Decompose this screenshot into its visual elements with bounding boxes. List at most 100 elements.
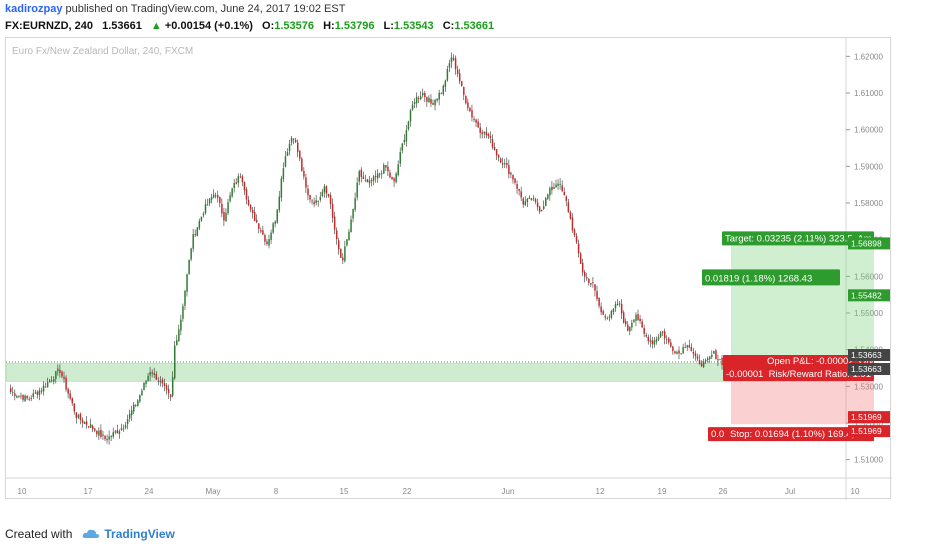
candle-body	[651, 340, 654, 345]
candle-body	[707, 358, 709, 360]
candle-body	[206, 204, 209, 206]
candle-body	[540, 210, 543, 212]
candle-body	[376, 173, 379, 179]
candle-body	[475, 119, 477, 123]
candle-body	[141, 390, 143, 396]
candle-body	[212, 194, 215, 198]
candle-body	[153, 373, 155, 375]
candle-body	[424, 92, 426, 98]
candle-body	[391, 177, 393, 180]
candle-body	[528, 197, 531, 199]
candle-body	[75, 412, 78, 418]
candle-body	[59, 369, 61, 374]
candle-body	[403, 139, 406, 143]
candle-body	[354, 198, 356, 210]
x-tick-label: 17	[84, 487, 93, 496]
candle-body	[198, 220, 201, 229]
x-tick-label: 12	[596, 487, 605, 496]
published-text: published on TradingView.com, June 24, 2…	[65, 3, 346, 15]
candle-body	[200, 216, 203, 221]
candle-body	[563, 192, 565, 196]
candle-body	[444, 80, 447, 87]
candle-body	[450, 57, 453, 63]
candle-body	[508, 165, 510, 175]
candle-body	[366, 179, 369, 183]
candle-body	[635, 314, 637, 321]
candle-body	[87, 426, 90, 428]
candle-body	[645, 334, 647, 337]
y-tick-label: 1.51000	[854, 456, 883, 465]
candle-body	[106, 439, 108, 441]
candle-body	[704, 359, 707, 362]
candle-body	[313, 201, 315, 205]
candle-body	[14, 393, 16, 397]
candle-body	[643, 327, 645, 334]
candle-body	[157, 380, 160, 382]
candle-body	[151, 372, 153, 374]
candle-body	[395, 173, 397, 183]
candle-body	[590, 283, 592, 285]
candle-body	[38, 390, 41, 396]
candle-body	[555, 184, 557, 188]
candle-body	[409, 110, 412, 122]
candle-body	[174, 345, 176, 379]
high-value: 1.53796	[334, 20, 375, 32]
candle-body	[155, 373, 158, 380]
close-label: C:	[442, 20, 455, 32]
candle-body	[208, 198, 211, 204]
candle-body	[598, 297, 600, 306]
candle-body	[89, 424, 92, 428]
x-tick-label: Jul	[785, 487, 795, 496]
candle-body	[53, 379, 55, 382]
candle-body	[432, 103, 434, 105]
candle-body	[485, 131, 488, 136]
candle-body	[274, 221, 276, 224]
candle-body	[674, 351, 676, 354]
candle-body	[383, 164, 385, 174]
author-link[interactable]: kadirozpay	[5, 3, 63, 15]
candle-body	[618, 303, 621, 305]
tradingview-brand[interactable]: TradingView	[104, 527, 175, 541]
candle-body	[231, 188, 233, 197]
y-tick-label: 1.61000	[854, 89, 883, 98]
candle-body	[614, 304, 617, 309]
candle-body	[348, 231, 350, 241]
candle-body	[190, 248, 192, 260]
price-badge	[848, 425, 890, 438]
candle-body	[290, 138, 293, 143]
candle-body	[282, 168, 285, 180]
candle-body	[249, 205, 252, 210]
open-value: 1.53576	[274, 20, 315, 32]
candle-body	[28, 398, 30, 400]
candle-body	[301, 158, 303, 171]
candle-body	[575, 235, 578, 243]
candle-body	[467, 102, 469, 108]
candle-body	[600, 306, 602, 313]
candle-body	[297, 142, 299, 152]
candle-body	[229, 195, 231, 202]
candle-body	[463, 86, 465, 95]
candle-body	[217, 195, 219, 198]
change-arrow-icon: ▲	[150, 20, 162, 32]
candle-body	[264, 235, 266, 242]
candle-body	[165, 385, 168, 390]
chart-area[interactable]: Euro Fx/New Zealand Dollar, 240, FXCM 1.6…	[5, 37, 892, 500]
candlestick-chart[interactable]: Euro Fx/New Zealand Dollar, 240, FXCM 1.6…	[6, 38, 892, 500]
candle-body	[372, 176, 375, 181]
candle-body	[147, 375, 149, 382]
ohlc-bar: FX:EURNZD, 240 1.53661 ▲ +0.00154 (+0.1%…	[5, 20, 494, 32]
candle-body	[696, 356, 699, 359]
candle-body	[393, 178, 395, 182]
candle-body	[143, 383, 145, 391]
price-badge	[848, 289, 890, 302]
candle-body	[112, 432, 114, 437]
candle-body	[440, 92, 442, 94]
candle-body	[253, 212, 256, 222]
y-tick-label: 1.53000	[854, 382, 883, 391]
y-tick-label: 1.62000	[854, 52, 883, 61]
candle-body	[204, 204, 207, 214]
candle-body	[713, 351, 715, 354]
candle-body	[655, 339, 658, 342]
candle-body	[243, 181, 246, 191]
candle-body	[497, 154, 500, 158]
